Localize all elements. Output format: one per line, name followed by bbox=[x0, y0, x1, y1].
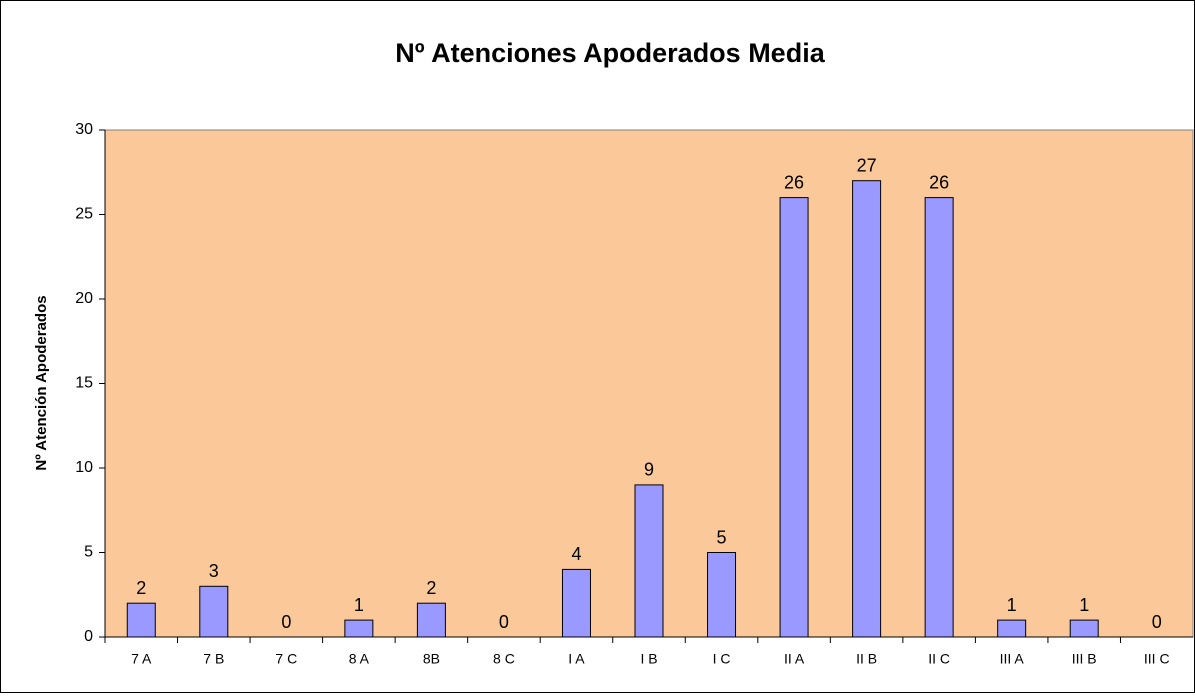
y-tick-label: 0 bbox=[84, 628, 93, 645]
data-label: 0 bbox=[499, 612, 509, 632]
x-tick-label: 8 C bbox=[493, 651, 515, 667]
bar bbox=[707, 552, 737, 638]
bar bbox=[924, 197, 954, 638]
bar bbox=[126, 602, 156, 638]
x-tick-label: 7 C bbox=[275, 651, 297, 667]
data-label: 26 bbox=[929, 172, 949, 192]
data-label: 4 bbox=[571, 544, 581, 564]
x-tick-label: 8B bbox=[423, 651, 440, 667]
y-tick-label: 10 bbox=[75, 459, 93, 476]
data-label: 1 bbox=[354, 595, 364, 615]
x-tick-label: III A bbox=[1000, 651, 1025, 667]
data-label: 3 bbox=[209, 561, 219, 581]
x-tick-label: 7 B bbox=[203, 651, 224, 667]
x-tick-label: 7 A bbox=[131, 651, 152, 667]
bar bbox=[997, 619, 1027, 638]
x-tick-label: I B bbox=[640, 651, 657, 667]
x-tick-label: II C bbox=[928, 651, 950, 667]
data-label: 5 bbox=[717, 527, 727, 547]
bar bbox=[779, 197, 809, 638]
y-tick-label: 5 bbox=[84, 544, 93, 561]
bar bbox=[561, 568, 591, 638]
data-label: 9 bbox=[644, 460, 654, 480]
bar bbox=[416, 602, 446, 638]
y-tick-label: 30 bbox=[75, 121, 93, 138]
bar bbox=[634, 484, 664, 638]
chart-title: Nº Atenciones Apoderados Media bbox=[395, 38, 825, 68]
data-label: 1 bbox=[1079, 595, 1089, 615]
bar bbox=[199, 585, 229, 638]
data-label: 2 bbox=[136, 578, 146, 598]
x-tick-label: III C bbox=[1144, 651, 1170, 667]
y-tick-label: 20 bbox=[75, 290, 93, 307]
x-tick-label: II A bbox=[784, 651, 805, 667]
x-tick-label: II B bbox=[856, 651, 877, 667]
x-tick-label: I A bbox=[568, 651, 585, 667]
bar bbox=[852, 180, 882, 638]
y-tick-label: 15 bbox=[75, 375, 93, 392]
y-tick-label: 25 bbox=[75, 206, 93, 223]
data-label: 2 bbox=[426, 578, 436, 598]
x-tick-label: 8 A bbox=[349, 651, 370, 667]
y-axis-label: Nº Atención Apoderados bbox=[33, 295, 50, 470]
data-label: 26 bbox=[784, 172, 804, 192]
data-label: 0 bbox=[281, 612, 291, 632]
data-label: 27 bbox=[857, 155, 877, 175]
data-label: 1 bbox=[1007, 595, 1017, 615]
x-tick-label: I C bbox=[713, 651, 731, 667]
data-label: 0 bbox=[1152, 612, 1162, 632]
bar bbox=[1069, 619, 1099, 638]
x-tick-label: III B bbox=[1072, 651, 1097, 667]
bar bbox=[344, 619, 374, 638]
